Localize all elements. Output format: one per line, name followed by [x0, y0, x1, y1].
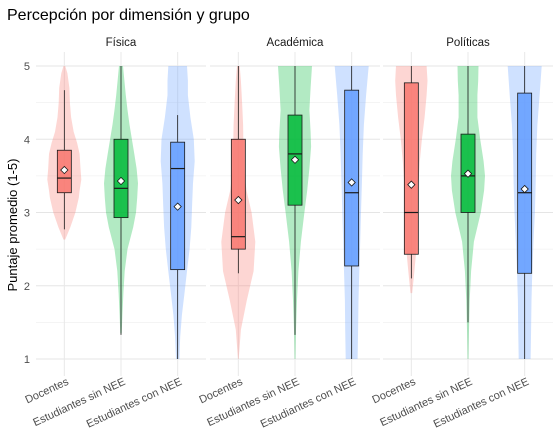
- y-axis-label: Puntaje promedio (1-5): [5, 159, 20, 292]
- box: [517, 92, 533, 274]
- y-tick-label: 5: [24, 61, 30, 73]
- x-tick-label: Docentes: [23, 376, 71, 407]
- x-tick-label: Estudiantes sin NEE: [378, 376, 474, 429]
- facet-strip-label: Académica: [267, 37, 324, 49]
- box: [403, 82, 419, 255]
- box: [230, 138, 246, 250]
- mean-marker: [520, 184, 529, 194]
- x-tick-label: Estudiantes con NEE: [85, 376, 184, 431]
- mean-marker: [234, 195, 243, 205]
- x-tick-label: Estudiantes sin NEE: [31, 376, 127, 429]
- box: [344, 89, 360, 267]
- y-tick-label: 3: [24, 208, 30, 220]
- facet-strip-label: Física: [106, 37, 137, 49]
- x-tick-label: Estudiantes sin NEE: [205, 376, 301, 429]
- mean-marker: [463, 169, 473, 178]
- mean-marker: [173, 202, 182, 211]
- mean-marker: [290, 155, 300, 164]
- mean-marker: [116, 176, 126, 186]
- x-tick-label: Estudiantes con NEE: [432, 376, 531, 431]
- facet-strip-label: Políticas: [446, 37, 490, 49]
- y-tick-label: 1: [24, 354, 30, 366]
- x-tick-label: Docentes: [370, 376, 418, 407]
- x-tick-label: Docentes: [197, 376, 245, 407]
- y-tick-label: 2: [24, 281, 30, 293]
- y-tick-label: 4: [24, 134, 30, 146]
- mean-marker: [407, 180, 416, 189]
- mean-marker: [347, 178, 356, 187]
- mean-marker: [60, 165, 69, 175]
- x-tick-label: Estudiantes con NEE: [259, 376, 358, 431]
- chart-title: Percepción por dimensión y grupo: [7, 7, 250, 24]
